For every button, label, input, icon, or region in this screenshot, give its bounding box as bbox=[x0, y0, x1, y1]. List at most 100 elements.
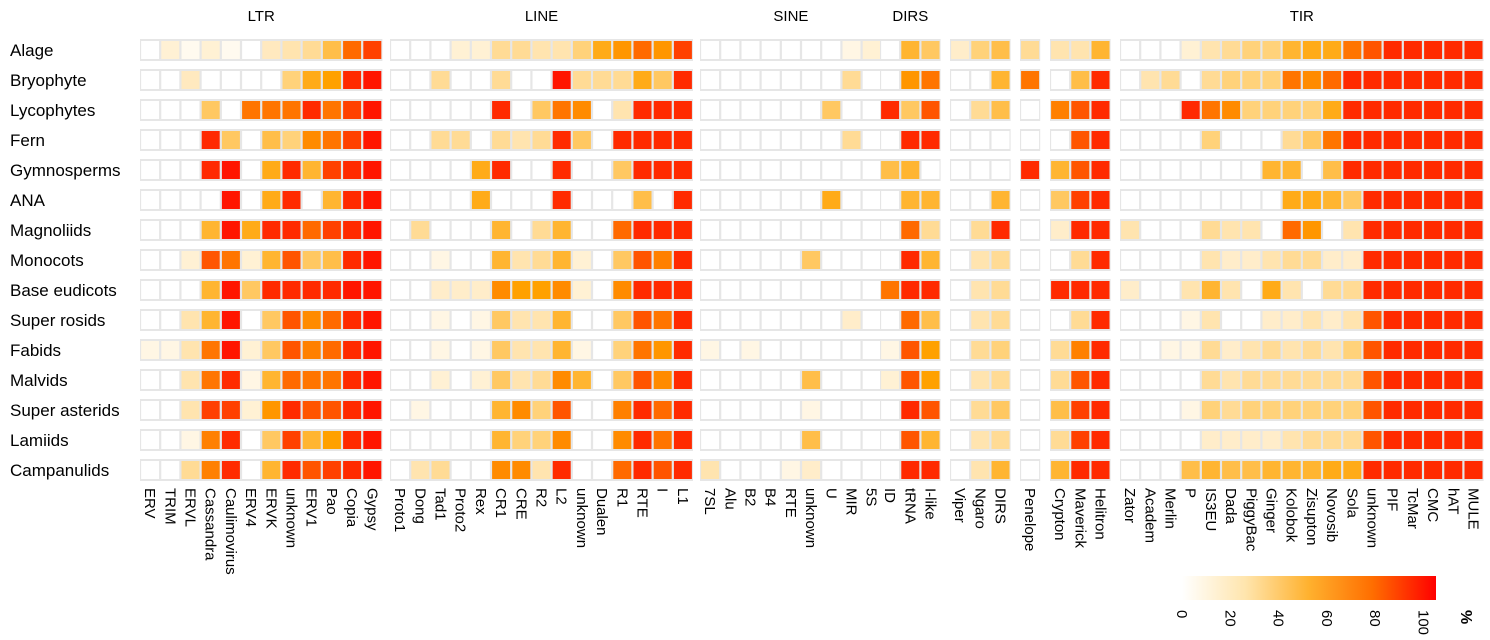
heatmap-cell bbox=[921, 251, 940, 269]
column-label: L1 bbox=[674, 488, 691, 505]
heatmap-cell bbox=[881, 41, 900, 59]
row-strip bbox=[140, 429, 383, 451]
heatmap-cell bbox=[471, 41, 490, 59]
heatmap-cell bbox=[221, 131, 240, 149]
heatmap-cell bbox=[1141, 101, 1160, 119]
heatmap-cell bbox=[552, 461, 571, 479]
heatmap-cell bbox=[991, 401, 1010, 419]
heatmap-cell bbox=[822, 461, 841, 479]
heatmap-cell bbox=[572, 191, 591, 209]
heatmap-cell bbox=[822, 311, 841, 329]
column-label: unknown bbox=[283, 488, 300, 548]
heatmap-cell bbox=[262, 221, 281, 239]
heatmap-cell bbox=[1262, 311, 1281, 329]
row-label: Bryophyte bbox=[10, 71, 87, 90]
heatmap-cell bbox=[1464, 41, 1483, 59]
heatmap-cell bbox=[1121, 191, 1140, 209]
heatmap-cell bbox=[613, 431, 632, 449]
heatmap-cell bbox=[1323, 161, 1342, 179]
heatmap-cell bbox=[1201, 341, 1220, 359]
column-label: TcMar bbox=[1404, 488, 1421, 529]
heatmap-cell bbox=[761, 341, 780, 359]
heatmap-cell bbox=[593, 281, 612, 299]
heatmap-cell bbox=[991, 311, 1010, 329]
row-label: Campanulids bbox=[10, 461, 109, 480]
heatmap-cell bbox=[971, 341, 990, 359]
heatmap-cell bbox=[1051, 191, 1070, 209]
heatmap-cell bbox=[492, 71, 511, 89]
heatmap-cell bbox=[901, 401, 920, 419]
heatmap-cell bbox=[552, 371, 571, 389]
heatmap-cell bbox=[761, 131, 780, 149]
heatmap-cell bbox=[741, 41, 760, 59]
heatmap-cell bbox=[1323, 281, 1342, 299]
heatmap-cell bbox=[1464, 431, 1483, 449]
heatmap-cell bbox=[411, 461, 430, 479]
heatmap-cell bbox=[242, 311, 261, 329]
heatmap-cell bbox=[141, 311, 160, 329]
heatmap-cell bbox=[862, 341, 881, 359]
heatmap-cell bbox=[1141, 371, 1160, 389]
heatmap-cell bbox=[1302, 341, 1321, 359]
heatmap-cell bbox=[1222, 131, 1241, 149]
heatmap-cell bbox=[141, 71, 160, 89]
heatmap-cell bbox=[322, 281, 341, 299]
heatmap-cell bbox=[633, 101, 652, 119]
heatmap-cell bbox=[471, 191, 490, 209]
heatmap-cell bbox=[1383, 461, 1402, 479]
heatmap-cell bbox=[971, 251, 990, 269]
column-label: PiggyBac bbox=[1242, 488, 1259, 552]
heatmap-cell bbox=[991, 131, 1010, 149]
heatmap-cell bbox=[1343, 191, 1362, 209]
heatmap-cell bbox=[411, 251, 430, 269]
heatmap-cell bbox=[262, 461, 281, 479]
heatmap-cell bbox=[201, 461, 220, 479]
heatmap-cell bbox=[921, 401, 940, 419]
heatmap-cell bbox=[991, 371, 1010, 389]
heatmap-cell bbox=[653, 221, 672, 239]
heatmap-cell bbox=[951, 71, 970, 89]
heatmap-cell bbox=[532, 281, 551, 299]
heatmap-cell bbox=[391, 251, 410, 269]
heatmap-cell bbox=[242, 191, 261, 209]
heatmap-cell bbox=[181, 191, 200, 209]
heatmap-cell bbox=[761, 71, 780, 89]
heatmap-cell bbox=[322, 191, 341, 209]
heatmap-cell bbox=[842, 401, 861, 419]
heatmap-cell bbox=[512, 251, 531, 269]
heatmap-cell bbox=[1242, 401, 1261, 419]
heatmap-cell bbox=[492, 311, 511, 329]
heatmap-cell bbox=[1141, 281, 1160, 299]
heatmap-cell bbox=[701, 281, 720, 299]
heatmap-cell bbox=[741, 311, 760, 329]
heatmap-cell bbox=[951, 401, 970, 419]
heatmap-cell bbox=[593, 101, 612, 119]
heatmap-cell bbox=[181, 101, 200, 119]
heatmap-cell bbox=[761, 311, 780, 329]
heatmap-cell bbox=[141, 281, 160, 299]
heatmap-cell bbox=[1262, 221, 1281, 239]
heatmap-cell bbox=[613, 341, 632, 359]
heatmap-cell bbox=[302, 401, 321, 419]
heatmap-cell bbox=[1161, 221, 1180, 239]
row-strip bbox=[140, 279, 383, 301]
row-label: Alage bbox=[10, 41, 53, 60]
heatmap-cell bbox=[492, 371, 511, 389]
heatmap-cell bbox=[1282, 371, 1301, 389]
heatmap-cell bbox=[451, 431, 470, 449]
heatmap-cell bbox=[761, 461, 780, 479]
heatmap-cell bbox=[721, 311, 740, 329]
column-label: CR1 bbox=[492, 488, 509, 518]
heatmap-cell bbox=[1383, 161, 1402, 179]
column-label: I-like bbox=[922, 488, 939, 520]
column-label: Viper bbox=[951, 488, 968, 523]
heatmap-cell bbox=[761, 371, 780, 389]
heatmap-cell bbox=[282, 341, 301, 359]
row-strip bbox=[140, 189, 383, 211]
row-label: Gymnosperms bbox=[10, 161, 121, 180]
heatmap-cell bbox=[1323, 371, 1342, 389]
heatmap-cell bbox=[431, 461, 450, 479]
heatmap-cell bbox=[1121, 371, 1140, 389]
heatmap-cell bbox=[802, 71, 821, 89]
